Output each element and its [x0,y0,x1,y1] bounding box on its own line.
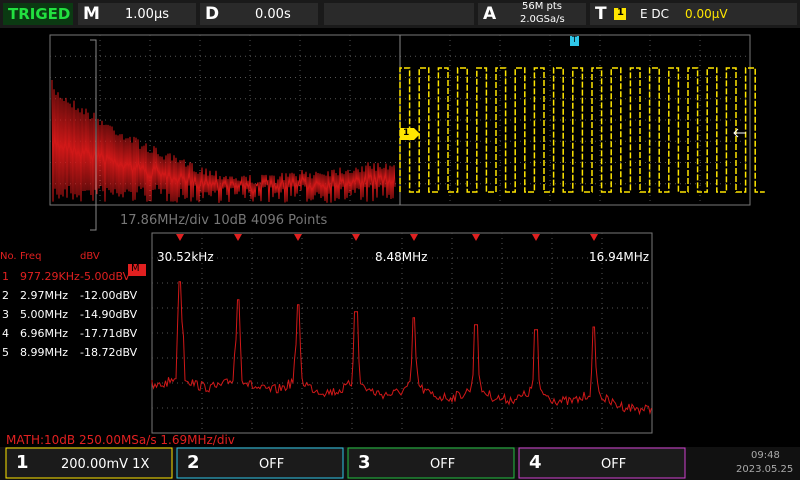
spectrum-trace [51,80,396,203]
square-wave [399,67,765,193]
zoom-bracket [90,39,97,231]
clock-date: 2023.05.25 [736,464,794,475]
delay-box[interactable] [200,3,318,25]
channel-3-box[interactable] [347,447,515,479]
table-header: dBV [80,251,100,262]
acq-box[interactable] [478,3,586,25]
table-cell: 5.00MHz [20,308,69,321]
trigger-level: 0.00µV [685,7,728,21]
table-cell: 977.29KHz [20,270,80,283]
channel-setting: OFF [259,457,285,472]
trigger-box[interactable] [590,3,797,25]
freq-label: 16.94MHz [589,250,650,264]
freq-label: 30.52kHz [157,250,214,264]
peak-marker [590,234,598,241]
acq-key: A [483,4,497,24]
table-cell: 1 [2,270,9,283]
trigger-mode: E DC [640,7,670,21]
peak-marker [472,234,480,241]
peak-marker [352,234,360,241]
table-cell: -17.71dBV [80,327,138,340]
table-cell: 4 [2,327,9,340]
status: TRIGED [8,5,71,23]
trigger-marker: T [572,35,577,44]
peak-marker [234,234,242,241]
channel-2-box[interactable] [176,447,344,479]
channel-setting: OFF [430,457,456,472]
table-cell: -14.90dBV [80,308,138,321]
channel-number: 2 [187,452,200,473]
trigger-channel: 1 [617,7,624,18]
table-cell: 3 [2,308,9,321]
memory: 56M pts [522,1,563,12]
timebase-box[interactable] [78,3,196,25]
table-cell: 5 [2,346,9,359]
trigger-level-arrow [733,128,746,138]
table-cell: -5.00dBV [80,270,131,283]
waveforms [51,67,765,416]
table-cell: -18.72dBV [80,346,138,359]
peak-marker [294,234,302,241]
ch1-level-marker [400,128,420,140]
channel-number: 4 [529,452,542,473]
math-marker: M [131,263,140,274]
table-cell: 6.96MHz [20,327,69,340]
freq-label: 8.48MHz [375,250,428,264]
peak-marker [410,234,418,241]
channel-1-box[interactable] [5,447,173,479]
channel-setting: 200.00mV 1X [61,457,150,472]
table-header: Freq [20,251,42,262]
timebase-key: M [83,4,100,24]
zoom-spectrum [151,281,652,416]
memory-overview [324,3,474,25]
channel-marker: 1 [403,128,410,138]
clock-time: 09:48 [751,450,780,461]
timebase: 1.00µs [125,7,169,22]
table-cell: 8.99MHz [20,346,69,359]
channel-setting: OFF [601,457,627,472]
sample-rate: 2.0GSa/s [520,14,565,25]
math-info: MATH:10dB 250.00MSa/s 1.69MHz/div [6,433,235,447]
channel-number: 1 [16,452,29,473]
table-header: No. [0,251,17,262]
math-marker-bg [128,264,146,276]
delay: 0.00s [255,7,291,22]
table-cell: 2 [2,289,9,302]
channel-number: 3 [358,452,371,473]
status-box [3,3,73,25]
trigger-channel-badge [614,8,626,20]
peak-marker [532,234,540,241]
trigger-key: T [595,4,607,24]
table-cell: -12.00dBV [80,289,138,302]
trigger-pos-marker [570,36,579,46]
peak-marker [176,234,184,241]
table-cell: 2.97MHz [20,289,69,302]
delay-key: D [205,4,220,24]
fft-overlay: 17.86MHz/div 10dB 4096 Points [120,213,328,228]
channel-4-box[interactable] [518,447,686,479]
